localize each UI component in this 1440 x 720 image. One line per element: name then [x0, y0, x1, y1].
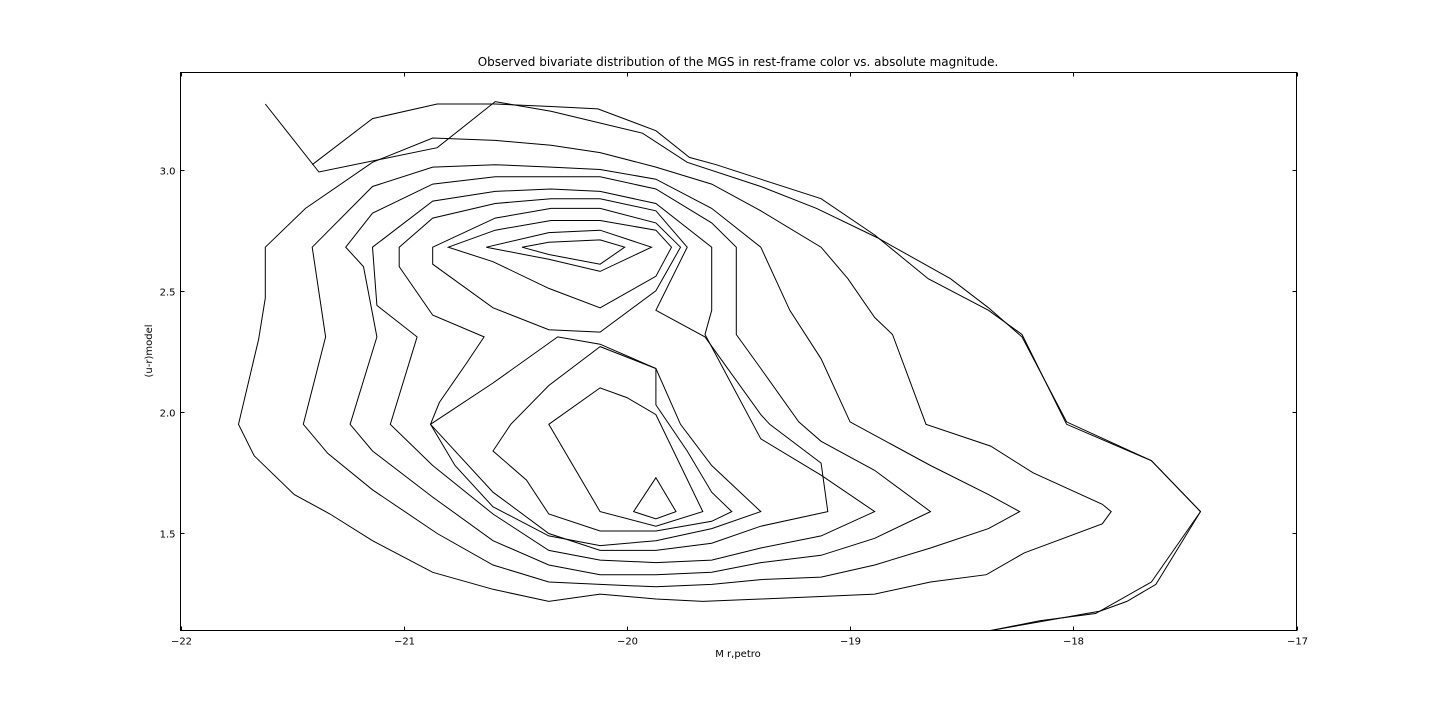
x-tick-label: −17	[1287, 637, 1308, 648]
contour-line-15	[632, 476, 677, 520]
contour-line-8	[432, 207, 682, 333]
x-axis-ticks: −22 −21 −20 −19 −18 −17	[171, 72, 1308, 648]
y-tick-label: 3.0	[160, 167, 176, 178]
y-axis-label: (u-r)model	[144, 325, 155, 378]
contour-line-5	[345, 176, 932, 576]
contour-line-14	[548, 387, 704, 527]
contour-lines	[237, 101, 1202, 631]
y-axis-ticks: 1.5 2.0 2.5 3.0	[160, 167, 1297, 541]
y-tick-label: 2.5	[160, 288, 176, 299]
contour-line-3	[237, 137, 1112, 602]
x-tick-label: −21	[394, 637, 415, 648]
contour-line-1	[264, 101, 1202, 631]
x-axis-label: M r,petro	[715, 649, 761, 660]
x-tick-label: −18	[1063, 637, 1084, 648]
x-tick-label: −19	[840, 637, 861, 648]
y-tick-label: 2.0	[160, 409, 176, 420]
contour-line-10	[486, 229, 653, 272]
chart-title: Observed bivariate distribution of the M…	[478, 55, 999, 69]
plot-frame	[180, 72, 1297, 631]
x-tick-label: −20	[617, 637, 638, 648]
contour-line-6	[371, 188, 876, 564]
contour-line-11	[521, 239, 626, 265]
contour-line-4	[302, 164, 1021, 588]
contour-line-2	[311, 103, 1202, 631]
contour-line-13	[492, 346, 733, 532]
x-tick-label: −22	[171, 637, 192, 648]
contour-line-12	[429, 336, 762, 547]
contour-line-7	[398, 198, 829, 551]
y-tick-label: 1.5	[160, 530, 176, 541]
contour-line-9	[446, 220, 673, 309]
